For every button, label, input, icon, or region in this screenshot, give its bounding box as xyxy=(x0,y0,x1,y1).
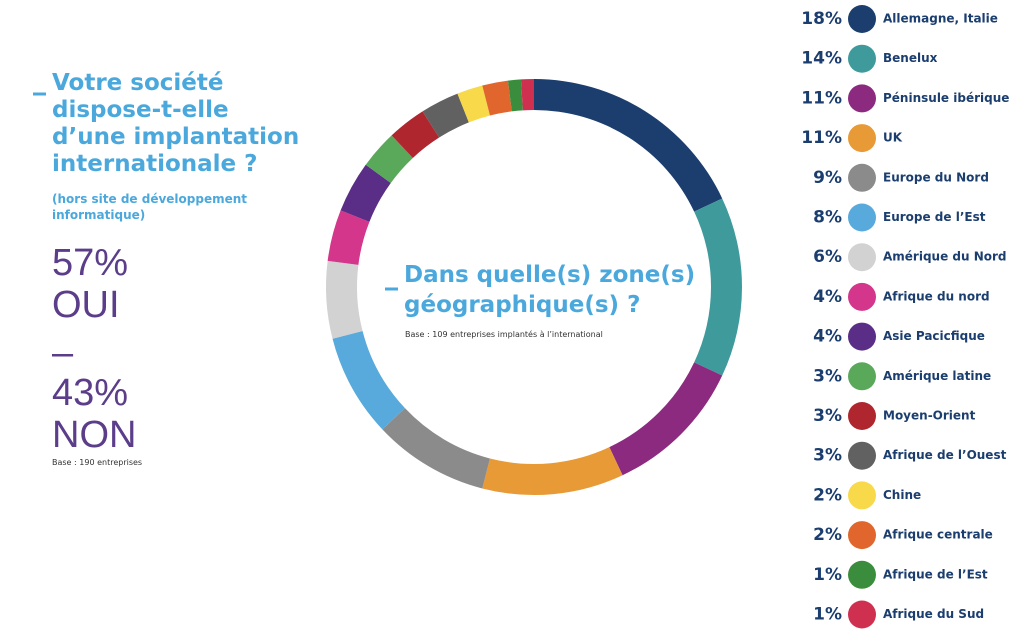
result: 43% xyxy=(52,372,129,414)
legend-swatch xyxy=(848,243,876,272)
donut-slice xyxy=(365,135,413,183)
legend-label: Amérique latine xyxy=(883,369,991,383)
result: 57% xyxy=(52,242,129,284)
legend-swatch xyxy=(848,402,876,430)
legend-swatch xyxy=(848,481,876,510)
legend-label: Moyen-Orient xyxy=(883,409,976,423)
legend-value: 2% xyxy=(813,485,842,505)
legend-swatch xyxy=(848,521,876,550)
donut-slice xyxy=(507,79,523,112)
donut-slice xyxy=(422,93,469,138)
donut-slice xyxy=(482,447,623,496)
legend-value: 14% xyxy=(801,49,842,69)
legend-swatch xyxy=(848,322,876,351)
legend-label: Afrique de l’Est xyxy=(883,567,988,581)
question-note: (hors site de développement xyxy=(52,192,248,206)
legend-swatch xyxy=(848,362,876,391)
legend-swatch xyxy=(848,84,876,113)
legend-swatch xyxy=(848,5,876,33)
donut-slice xyxy=(382,408,490,489)
donut-slice xyxy=(332,331,405,430)
donut-slice xyxy=(534,79,723,212)
legend-swatch xyxy=(848,282,876,311)
legend-swatch xyxy=(848,560,876,589)
legend-value: 1% xyxy=(813,565,842,585)
chart-subtitle: Base : 109 entreprises implantés à l’int… xyxy=(405,330,603,339)
legend-swatch xyxy=(848,600,876,629)
legend-label: Europe de l’Est xyxy=(883,210,986,224)
donut-slice xyxy=(609,362,723,476)
legend-value: 9% xyxy=(813,168,842,188)
legend-label: Allemagne, Italie xyxy=(883,12,998,26)
donut-slice xyxy=(457,85,490,123)
legend-value: 4% xyxy=(813,327,842,347)
legend-label: Chine xyxy=(883,488,921,502)
legend-value: 3% xyxy=(813,366,842,386)
legend-label: Benelux xyxy=(883,51,938,65)
legend-value: 18% xyxy=(801,9,842,29)
donut-slice xyxy=(391,111,440,158)
base-note: Base : 190 entreprises xyxy=(52,458,143,467)
legend-value: 3% xyxy=(813,406,842,426)
legend-swatch xyxy=(848,203,876,232)
legend-value: 11% xyxy=(801,128,842,148)
donut-slice xyxy=(326,260,363,339)
result: – xyxy=(52,332,74,374)
donut-slice xyxy=(694,198,742,376)
donut-slice xyxy=(327,210,370,265)
legend-label: Afrique de l’Ouest xyxy=(883,448,1007,462)
donut-slice xyxy=(520,79,534,111)
legend-label: Asie Pacicfique xyxy=(883,329,985,343)
legend-label: Afrique du Sud xyxy=(883,607,984,621)
chart-title: Dans quelle(s) zone(s) xyxy=(404,262,696,288)
legend-value: 11% xyxy=(801,88,842,108)
legend-swatch xyxy=(848,124,876,153)
donut-slice xyxy=(340,164,391,222)
legend-value: 1% xyxy=(813,605,842,625)
legend-label: Péninsule ibérique xyxy=(883,91,1009,105)
question-title: dispose-t-elle xyxy=(52,97,229,123)
legend-label: UK xyxy=(883,131,903,145)
legend-swatch xyxy=(848,441,876,470)
legend-value: 2% xyxy=(813,525,842,545)
question-note: informatique) xyxy=(52,208,146,222)
legend-value: 6% xyxy=(813,247,842,267)
legend-swatch xyxy=(848,163,876,192)
legend-value: 4% xyxy=(813,287,842,307)
legend-label: Afrique centrale xyxy=(883,528,993,542)
chart-title: géographique(s) ? xyxy=(404,292,641,318)
donut-slice xyxy=(482,80,512,116)
question-title: Votre société xyxy=(52,70,224,96)
question-title: internationale ? xyxy=(52,151,258,177)
legend-swatch xyxy=(848,44,876,73)
legend-value: 8% xyxy=(813,208,842,228)
result: NON xyxy=(52,414,137,456)
legend-label: Afrique du nord xyxy=(883,289,990,303)
legend-label: Amérique du Nord xyxy=(883,250,1007,264)
legend-label: Europe du Nord xyxy=(883,170,989,184)
result: OUI xyxy=(52,284,120,326)
legend-value: 3% xyxy=(813,446,842,466)
question-title: d’une implantation xyxy=(52,124,300,150)
